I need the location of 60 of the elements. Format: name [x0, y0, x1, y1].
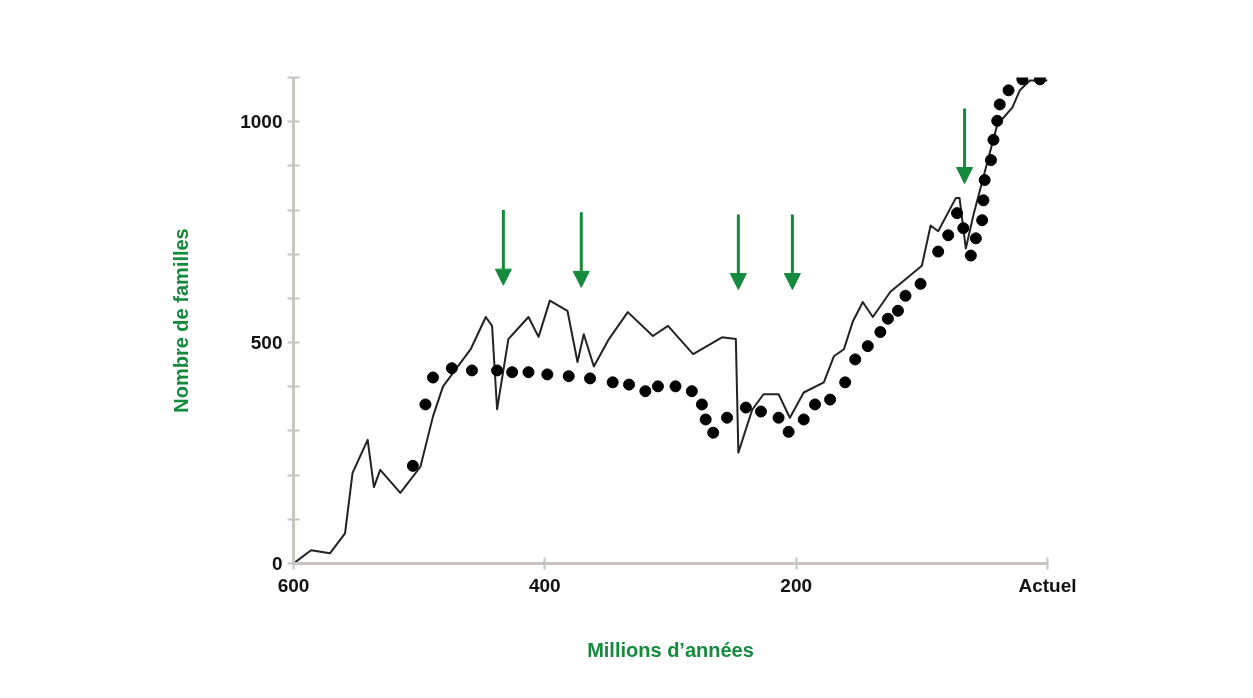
- point: [849, 353, 862, 366]
- point: [651, 380, 664, 393]
- point: [839, 376, 852, 389]
- x-tick-label: 200: [780, 574, 813, 596]
- point: [932, 245, 945, 258]
- point: [969, 232, 982, 245]
- point: [522, 366, 535, 379]
- line-series: [293, 79, 1048, 564]
- point: [623, 378, 636, 391]
- point: [707, 426, 720, 439]
- point: [639, 385, 652, 398]
- point: [861, 340, 874, 353]
- point: [699, 413, 712, 426]
- y-tick-label: 1000: [240, 111, 283, 133]
- point: [976, 214, 989, 227]
- point: [695, 398, 708, 411]
- point: [739, 401, 752, 414]
- point: [993, 98, 1006, 111]
- point: [891, 304, 904, 317]
- y-tick-label: 500: [250, 332, 283, 354]
- point: [606, 376, 619, 389]
- x-tick-label: 400: [528, 574, 561, 596]
- point: [881, 312, 894, 325]
- point: [406, 459, 419, 472]
- x-tick-label: 600: [277, 574, 310, 596]
- point: [957, 222, 970, 235]
- point: [977, 194, 990, 207]
- point: [984, 154, 997, 167]
- point: [465, 364, 478, 377]
- x-axis-title: Millions d’années: [587, 638, 754, 661]
- point: [809, 398, 822, 411]
- point: [951, 207, 964, 220]
- point: [419, 398, 432, 411]
- point: [445, 362, 458, 375]
- point: [874, 326, 887, 338]
- point: [426, 371, 439, 384]
- point: [987, 133, 1000, 146]
- point: [541, 368, 554, 381]
- point: [506, 366, 519, 379]
- point: [914, 277, 927, 290]
- point: [978, 174, 991, 186]
- point: [782, 425, 795, 438]
- y-axis-title: Nombre de familles: [170, 228, 193, 413]
- point: [754, 405, 767, 418]
- point: [584, 372, 597, 385]
- point: [721, 411, 734, 424]
- x-tick-label: Actuel: [1018, 574, 1077, 596]
- y-tick-label: 0: [271, 553, 283, 574]
- point: [562, 370, 575, 383]
- point: [491, 364, 504, 377]
- point: [772, 411, 785, 424]
- point: [685, 385, 698, 398]
- point: [669, 380, 682, 393]
- point: [991, 114, 1004, 127]
- point: [1002, 84, 1015, 97]
- point: [797, 413, 810, 426]
- point: [942, 229, 955, 242]
- point: [964, 249, 977, 262]
- point: [824, 393, 837, 406]
- point: [899, 289, 912, 302]
